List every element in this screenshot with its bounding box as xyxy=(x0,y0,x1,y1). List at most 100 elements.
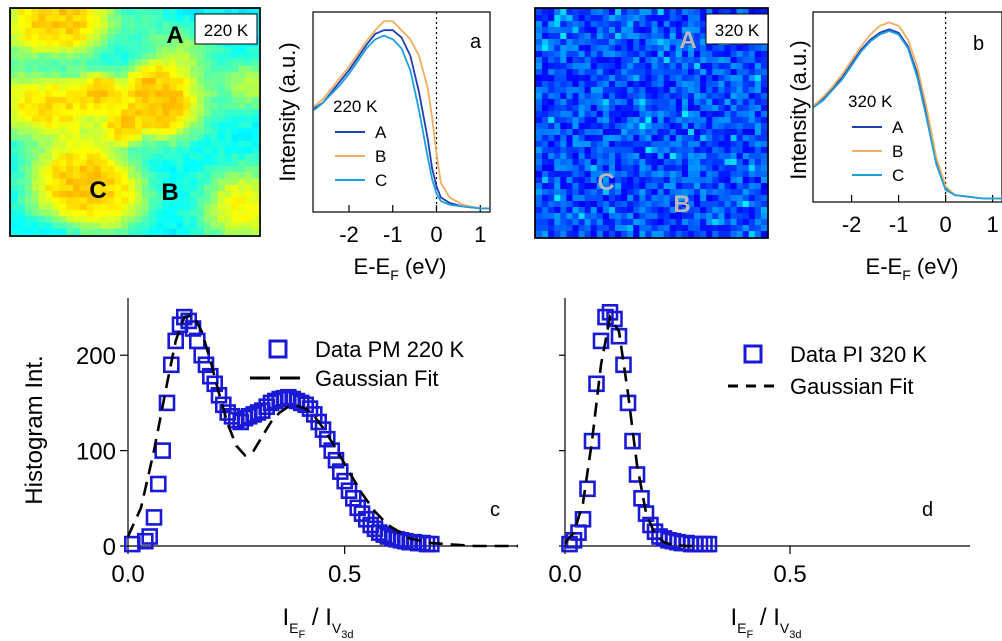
map-320k-pixel xyxy=(584,27,592,34)
map-220k-pixel xyxy=(217,216,225,223)
map-320k-pixel xyxy=(718,123,725,130)
map-320k-pixel xyxy=(621,81,628,88)
map-220k-pixel xyxy=(217,59,225,66)
map-220k-pixel xyxy=(176,178,184,186)
map-220k-pixel xyxy=(73,147,81,154)
map-320k-pixel xyxy=(633,39,640,46)
map-320k-pixel xyxy=(615,87,622,94)
map-220k-pixel xyxy=(231,103,239,110)
map-220k-pixel xyxy=(93,140,101,148)
panel-d-legend-fit: Gaussian Fit xyxy=(790,374,914,399)
map-320k-pixel xyxy=(639,81,646,88)
map-320k-pixel xyxy=(596,75,604,82)
map-220k-pixel xyxy=(31,128,39,135)
map-320k-pixel xyxy=(572,165,579,172)
map-220k-pixel xyxy=(121,134,129,142)
map-220k-pixel xyxy=(148,96,156,104)
map-320k-pixel xyxy=(736,57,743,64)
map-220k-pixel xyxy=(148,159,156,167)
map-220k-pixel xyxy=(100,9,108,16)
map-320k-pixel xyxy=(536,147,543,154)
map-220k-pixel xyxy=(148,27,156,35)
map-320k-pixel xyxy=(687,231,695,238)
map-220k-pixel xyxy=(11,9,19,16)
map-320k-pixel xyxy=(584,189,592,196)
map-320k-pixel xyxy=(566,225,573,232)
map-220k-pixel xyxy=(38,209,46,217)
map-220k-pixel xyxy=(135,84,143,91)
map-320k-pixel xyxy=(742,225,750,232)
map-320k-pixel xyxy=(639,63,646,70)
map-320k-pixel xyxy=(627,213,634,220)
map-320k-pixel xyxy=(566,189,573,196)
map-220k-pixel xyxy=(107,209,115,217)
map-320k-pixel xyxy=(748,177,756,184)
map-320k-pixel xyxy=(639,45,646,52)
map-220k-pixel xyxy=(86,153,94,160)
map-320k-pixel xyxy=(754,141,762,148)
map-320k-pixel xyxy=(621,171,628,178)
map-320k-pixel xyxy=(572,213,579,220)
map-220k-pixel xyxy=(45,52,53,60)
map-220k-pixel xyxy=(141,27,150,35)
map-320k-pixel xyxy=(596,201,604,208)
map-220k-pixel xyxy=(183,96,191,104)
map-220k-pixel xyxy=(45,34,53,41)
map-220k-pixel xyxy=(190,109,198,117)
map-320k-pixel xyxy=(542,129,549,136)
map-320k-pixel xyxy=(663,171,671,178)
map-220k-pixel xyxy=(45,109,53,117)
map-220k-pixel xyxy=(252,153,260,160)
map-220k-pixel xyxy=(183,122,191,129)
map-220k-pixel xyxy=(17,140,26,148)
map-320k-pixel xyxy=(681,189,689,196)
map-220k-pixel xyxy=(231,52,239,60)
map-320k-pixel xyxy=(633,183,640,190)
map-220k-pixel xyxy=(155,191,163,198)
map-320k-pixel xyxy=(572,177,579,184)
map-320k-pixel xyxy=(669,213,677,220)
x-tick-label: 1 xyxy=(986,212,998,237)
map-320k-pixel xyxy=(633,159,640,166)
map-220k-pixel xyxy=(183,71,191,79)
map-220k-pixel xyxy=(17,216,26,223)
map-220k-pixel xyxy=(66,159,74,167)
map-320k-pixel xyxy=(651,93,658,100)
map-220k-pixel xyxy=(197,197,205,204)
map-220k-pixel xyxy=(73,46,81,54)
map-320k-pixel xyxy=(736,183,743,190)
map-220k-pixel xyxy=(231,59,239,66)
map-320k-pixel xyxy=(742,195,750,202)
map-320k-pixel xyxy=(615,39,622,46)
map-220k-pixel xyxy=(114,191,122,198)
map-220k-pixel xyxy=(217,128,225,135)
map-320k-pixel xyxy=(536,213,543,220)
map-220k-pixel xyxy=(52,191,60,198)
map-220k-pixel xyxy=(203,52,212,60)
map-320k-pixel xyxy=(578,33,585,40)
map-320k-pixel xyxy=(602,45,610,52)
map-320k-pixel xyxy=(675,153,683,160)
map-320k-pixel xyxy=(645,201,652,208)
map-220k-pixel xyxy=(93,209,101,217)
map-220k-pixel xyxy=(45,59,53,66)
map-220k-pixel xyxy=(59,59,67,66)
map-220k-pixel xyxy=(224,153,232,160)
data-marker xyxy=(331,463,349,480)
map-220k-pixel xyxy=(66,209,74,217)
map-220k-pixel xyxy=(190,209,198,217)
map-220k-pixel xyxy=(183,59,191,66)
map-220k-pixel xyxy=(252,184,260,192)
map-320k-pixel xyxy=(608,195,616,202)
map-320k-pixel xyxy=(627,129,634,136)
map-220k-pixel xyxy=(59,216,67,223)
panel-b-xlabel: E-EF (eV) xyxy=(866,254,959,283)
map-220k-pixel xyxy=(190,203,198,211)
map-320k-pixel xyxy=(584,39,592,46)
map-320k-pixel xyxy=(584,213,592,220)
map-320k-pixel xyxy=(718,153,725,160)
data-marker xyxy=(633,489,650,507)
map-320k-pixel xyxy=(596,93,604,100)
map-220k-pixel xyxy=(52,147,60,154)
map-220k-pixel xyxy=(38,178,46,186)
